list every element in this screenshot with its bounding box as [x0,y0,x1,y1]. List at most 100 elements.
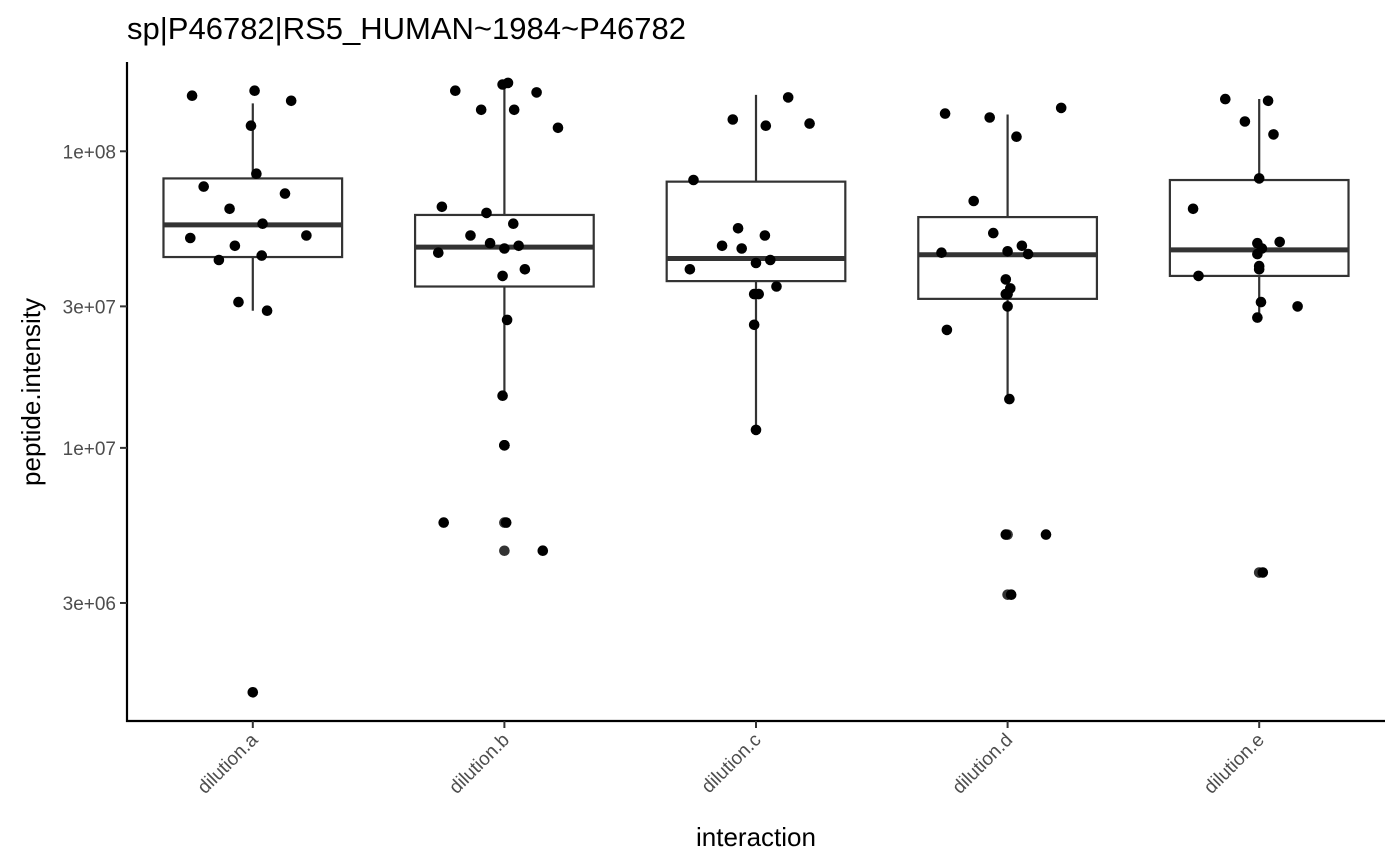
x-tick-label: dilution.e [1200,730,1269,799]
data-point [500,517,512,528]
data-point [939,108,951,119]
data-point [1193,270,1204,282]
data-point [499,440,510,451]
data-point [1292,301,1303,312]
y-tick-label: 1e+08 [63,142,116,163]
data-point [1187,203,1199,215]
y-tick-label: 1e+07 [63,439,116,460]
data-point [285,95,297,107]
data-point [497,390,508,402]
data-point [688,174,699,186]
points-dilution-e [1187,93,1303,578]
data-point [279,188,291,199]
data-point [531,87,542,98]
outlier-point [499,545,510,557]
data-point [1239,116,1251,127]
data-point [301,230,312,241]
data-point [508,218,519,229]
data-point [750,257,762,269]
x-tick-label: dilution.c [698,730,766,798]
data-point [213,254,225,266]
data-point [1252,312,1263,323]
box-dilution-d [917,114,1099,600]
box-body [162,177,344,259]
x-tick-label: dilution.b [445,730,514,799]
data-point [552,122,564,134]
data-point [1253,173,1265,184]
data-point [251,168,262,179]
data-point [502,77,514,89]
data-point [1016,240,1028,252]
box-dilution-c [665,94,847,430]
data-point [1252,248,1263,260]
data-point [1262,95,1274,107]
data-point [936,247,947,258]
data-point [481,207,492,219]
data-point [782,92,794,103]
data-point [1022,248,1034,260]
boxes-layer [162,82,1350,600]
data-point [229,240,241,252]
data-point [513,240,524,252]
data-point [247,687,259,698]
box-body [1168,178,1350,278]
data-point [1002,288,1013,300]
data-point [1253,264,1265,275]
chart-title: sp|P46782|RS5_HUMAN~1984~P46782 [127,11,686,46]
data-point [1000,274,1012,285]
data-point [1257,567,1269,578]
data-point [753,288,764,300]
data-point [760,120,772,131]
points-dilution-b [433,77,564,556]
data-point [436,201,448,213]
data-point [1005,589,1017,600]
data-point [1002,301,1013,312]
data-point [475,104,487,116]
points-dilution-c [684,92,815,436]
box-dilution-e [1168,99,1350,578]
data-point [256,250,268,261]
data-point [716,240,728,252]
data-point [537,545,549,556]
data-point [185,232,196,244]
data-point [1274,236,1285,248]
data-point [984,112,995,123]
x-tick-label: dilution.a [194,729,263,798]
x-ticks-layer: dilution.a dilution.b dilution.c dilution.d… [194,721,1269,798]
data-point [736,243,747,254]
x-tick-label: dilution.d [949,730,1018,799]
data-point [501,314,513,326]
data-point [233,296,244,308]
data-point [968,195,979,207]
box-dilution-a [162,103,344,311]
data-point [1040,529,1052,540]
data-point [1055,102,1067,114]
data-point [732,223,744,234]
data-point [1268,129,1279,140]
y-axis-title: peptide.intensity [16,298,46,486]
data-point [438,517,450,528]
data-point [508,104,520,116]
data-point [1011,131,1022,142]
data-point [1002,246,1013,257]
data-point [684,264,696,275]
data-point [261,305,273,317]
data-point [748,319,760,331]
points-layer [185,77,1303,698]
data-point [519,264,531,275]
data-point [257,218,268,229]
data-point [249,85,260,96]
data-point [771,281,782,292]
data-point [759,230,771,241]
points-dilution-a [185,85,312,698]
y-tick-label: 3e+07 [63,297,116,318]
data-point [988,227,999,239]
y-tick-label: 3e+06 [63,594,116,615]
data-point [750,424,762,436]
data-point [941,324,953,336]
data-point [433,247,444,258]
data-point [1220,93,1231,105]
data-point [497,270,508,282]
data-point [450,85,461,96]
